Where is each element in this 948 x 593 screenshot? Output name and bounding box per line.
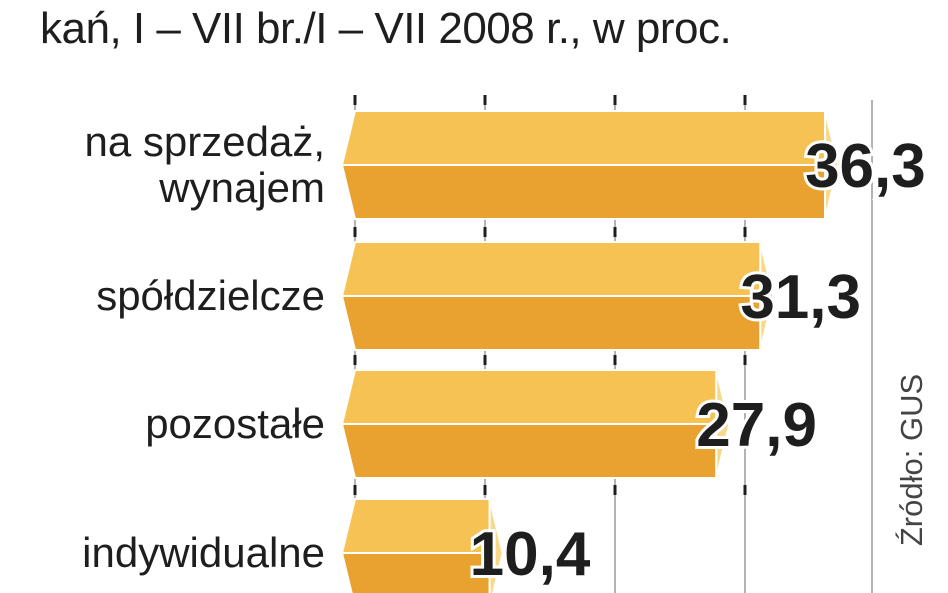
bar-top-face [340,369,718,425]
category-label: pozostałe [145,400,325,447]
bar-end-cap [488,498,504,593]
bar-top-face [340,110,827,166]
bar [340,295,762,351]
bar-end-cap [715,369,731,479]
category-label: wynajem [158,164,325,211]
chart-title: kań, I – VII br./I – VII 2008 r., w proc… [40,4,732,53]
data-label: 31,3 [740,263,861,332]
bar [340,423,718,479]
bar-top-face [340,241,762,297]
bar-end-cap [824,110,840,220]
data-label: 10,4 [470,520,591,589]
bar [340,164,827,220]
category-label: spółdzielcze [96,272,325,319]
bar [340,552,491,593]
data-label: 27,9 [696,391,817,460]
category-label: indywidualne [82,529,325,576]
category-label: na sprzedaż, [85,118,325,165]
bar-end-cap [759,241,775,351]
bar-top-face [340,498,491,554]
data-label: 36,3 [805,132,926,201]
